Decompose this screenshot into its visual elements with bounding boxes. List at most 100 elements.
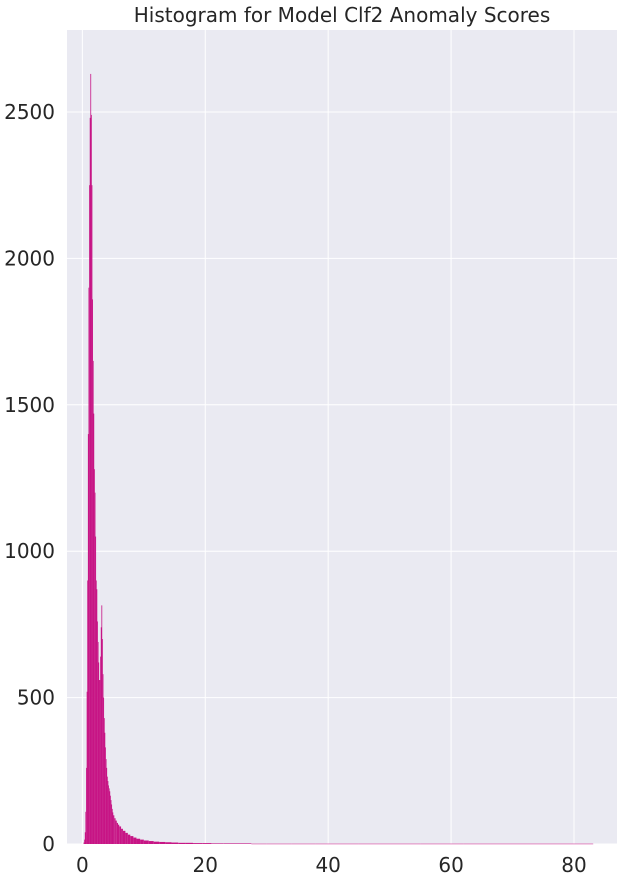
histogram-bar [119, 826, 122, 844]
histogram-bar [105, 759, 107, 844]
histogram-bar [106, 767, 108, 844]
histogram-bar [122, 830, 126, 844]
histogram-bar [107, 781, 109, 844]
histogram-bar [88, 287, 90, 844]
histogram-bar [358, 843, 421, 845]
histogram-bar [84, 839, 86, 844]
x-axis-ticks: 0 20 40 60 80 [76, 853, 587, 877]
x-tick-label: 0 [76, 853, 89, 877]
histogram-bar [266, 843, 292, 845]
histogram-bar [99, 680, 101, 844]
histogram-bar [118, 824, 120, 844]
histogram-bar [223, 843, 236, 844]
histogram-bar [192, 843, 203, 844]
histogram-bar [100, 627, 102, 844]
histogram-bar [108, 788, 110, 844]
histogram-bar [127, 834, 131, 844]
histogram-bars [83, 73, 594, 845]
histogram-bar [153, 841, 160, 844]
histogram-bar [211, 843, 224, 844]
y-tick-label: 2000 [4, 246, 55, 270]
histogram-bar [91, 185, 93, 844]
y-tick-label: 1500 [4, 393, 55, 417]
histogram-bar [235, 843, 252, 844]
x-tick-label: 40 [315, 853, 340, 877]
histogram-bar [140, 839, 144, 844]
histogram-bar [315, 843, 359, 845]
histogram-bar [95, 580, 97, 844]
histogram-bar [130, 836, 134, 844]
x-tick-label: 60 [438, 853, 463, 877]
histogram-bar [94, 469, 95, 844]
histogram-bar [463, 843, 593, 845]
histogram-bar [133, 837, 137, 844]
histogram-bar [592, 843, 594, 845]
histogram-bar [420, 843, 464, 845]
histogram-bar [143, 840, 149, 844]
histogram-bar [178, 842, 186, 844]
histogram-bar [97, 621, 98, 844]
histogram-bar [251, 843, 267, 845]
histogram-bar [83, 842, 85, 844]
histogram-bar [111, 808, 113, 844]
histogram-bar [103, 718, 105, 844]
histogram-bar [103, 697, 105, 844]
histogram-bar [86, 767, 87, 844]
histogram-bar [89, 117, 91, 844]
y-axis-ticks: 0 500 1000 1500 2000 2500 [4, 100, 55, 856]
histogram-bar [165, 842, 172, 844]
histogram-bar [125, 832, 128, 844]
histogram-bar [105, 747, 106, 844]
y-tick-label: 2500 [4, 100, 55, 124]
histogram-bar [94, 492, 96, 844]
histogram-bar [86, 691, 88, 844]
histogram-bar [85, 811, 87, 844]
histogram-bar [98, 680, 100, 844]
histogram-bar [101, 605, 103, 844]
plot-background [67, 30, 617, 844]
histogram-bar [111, 804, 113, 844]
histogram-bar [148, 841, 154, 844]
histogram-bar [92, 360, 94, 844]
x-tick-label: 20 [193, 853, 218, 877]
histogram-bar [93, 413, 95, 844]
histogram-bar [291, 843, 316, 845]
y-tick-label: 0 [42, 832, 55, 856]
x-tick-label: 80 [561, 853, 586, 877]
histogram-bar [116, 822, 119, 844]
histogram-bar [87, 580, 89, 844]
histogram-bar [185, 842, 193, 844]
histogram-bar [102, 639, 103, 844]
histogram-bar [106, 776, 108, 844]
histogram-bar [171, 842, 179, 844]
histogram-bar [115, 820, 117, 844]
histogram-bar [92, 299, 93, 844]
histogram-bar [87, 434, 89, 844]
histogram-bar [90, 114, 92, 844]
histogram-bar [113, 815, 115, 844]
histogram-bar [109, 791, 111, 844]
histogram-bar [96, 589, 98, 844]
histogram-bar [98, 662, 100, 844]
histogram-bar [89, 185, 90, 844]
y-tick-label: 1000 [4, 539, 55, 563]
chart-title: Histogram for Model Clf2 Anomaly Scores [134, 3, 551, 27]
histogram-bar [110, 795, 111, 844]
histogram-bar [136, 838, 141, 844]
histogram-bar [104, 732, 106, 844]
histogram-bar [121, 828, 123, 844]
histogram-bar [159, 841, 166, 844]
histogram-bar [110, 800, 112, 844]
histogram-bar [102, 674, 104, 844]
histogram-bar [97, 641, 99, 844]
histogram-bar [95, 536, 97, 844]
histogram-bar [114, 818, 116, 844]
y-tick-label: 500 [17, 686, 55, 710]
histogram-bar [84, 832, 86, 844]
histogram-bar [100, 656, 101, 844]
histogram-bar [202, 843, 212, 844]
histogram-bar [90, 73, 92, 845]
histogram-bar [108, 785, 109, 844]
histogram-bar [112, 812, 114, 844]
